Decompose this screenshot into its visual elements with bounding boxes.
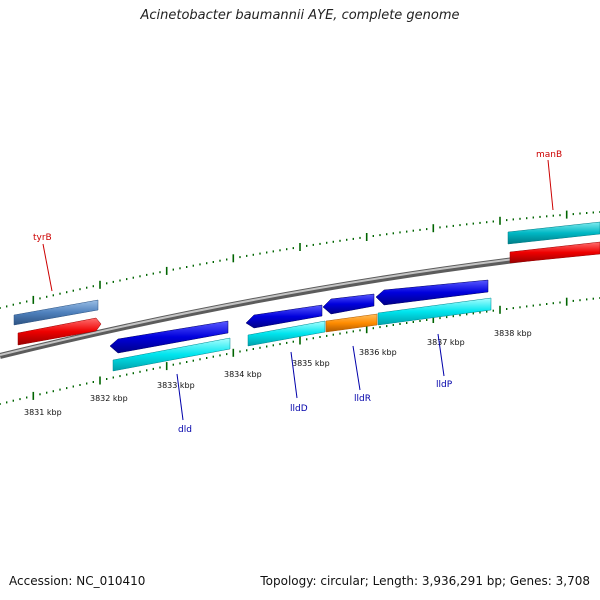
gene-label-tyrB[interactable]: tyrB	[33, 233, 52, 243]
feature-tyrB-steel[interactable]	[13, 299, 99, 326]
feature-lldD-arrow[interactable]	[245, 304, 323, 329]
gene-label-tyrB-group: tyrB	[33, 233, 53, 292]
feature-lldD-cyan[interactable]	[247, 320, 326, 347]
tick-labels: 3831 kbp 3832 kbp 3833 kbp 3834 kbp 3835…	[24, 329, 532, 417]
tick-label-3835: 3835 kbp	[292, 359, 330, 368]
tick-label-3837: 3837 kbp	[427, 338, 465, 347]
tick-label-3838: 3838 kbp	[494, 329, 532, 338]
gene-label-lldD[interactable]: lldD	[290, 404, 308, 414]
gene-label-lldR-group: lldR	[352, 345, 371, 404]
feature-tyrB-red[interactable]	[17, 317, 102, 346]
leader-line-tyrB	[42, 243, 53, 292]
gene-label-lldD-group: lldD	[290, 351, 308, 414]
map-title: Acinetobacter baumannii AYE, complete ge…	[140, 8, 460, 23]
leader-line-manB	[547, 159, 554, 211]
tick-label-3834: 3834 kbp	[224, 370, 262, 379]
tick-label-3833: 3833 kbp	[157, 381, 195, 390]
gene-label-dld[interactable]: dld	[178, 425, 192, 435]
leader-line-lldP	[437, 333, 445, 377]
feature-lldR-arrow[interactable]	[322, 293, 375, 315]
accession-text: Accession: NC_010410	[9, 574, 146, 588]
feature-dld-arrow[interactable]	[109, 320, 229, 354]
feature-manB-teal[interactable]	[507, 221, 600, 245]
feature-lldR-orange[interactable]	[325, 313, 378, 333]
feature-manB-group	[507, 221, 600, 264]
feature-lldP-arrow[interactable]	[375, 279, 489, 306]
tick-label-3836: 3836 kbp	[359, 348, 397, 357]
leader-line-lldR	[352, 345, 361, 391]
tick-label-3832: 3832 kbp	[90, 394, 128, 403]
feature-manB-red[interactable]	[509, 241, 600, 264]
feature-tyrB-group	[13, 299, 102, 346]
leader-line-dld	[176, 373, 184, 421]
genome-summary-text: Topology: circular; Length: 3,936,291 bp…	[260, 574, 590, 588]
tick-label-3831: 3831 kbp	[24, 408, 62, 417]
feature-lldP-cyan[interactable]	[377, 297, 492, 326]
tick-row-lower	[0, 297, 600, 405]
feature-dld-cyan[interactable]	[112, 337, 231, 372]
gene-label-lldP-group: lldP	[436, 333, 453, 390]
gene-label-manB-group: manB	[536, 150, 562, 211]
gene-label-lldP[interactable]: lldP	[436, 380, 453, 390]
gene-label-lldR[interactable]: lldR	[354, 394, 371, 404]
tick-row-upper	[0, 210, 600, 309]
leader-line-lldD	[290, 351, 298, 399]
gene-label-dld-group: dld	[176, 373, 192, 435]
gene-label-manB[interactable]: manB	[536, 150, 562, 160]
